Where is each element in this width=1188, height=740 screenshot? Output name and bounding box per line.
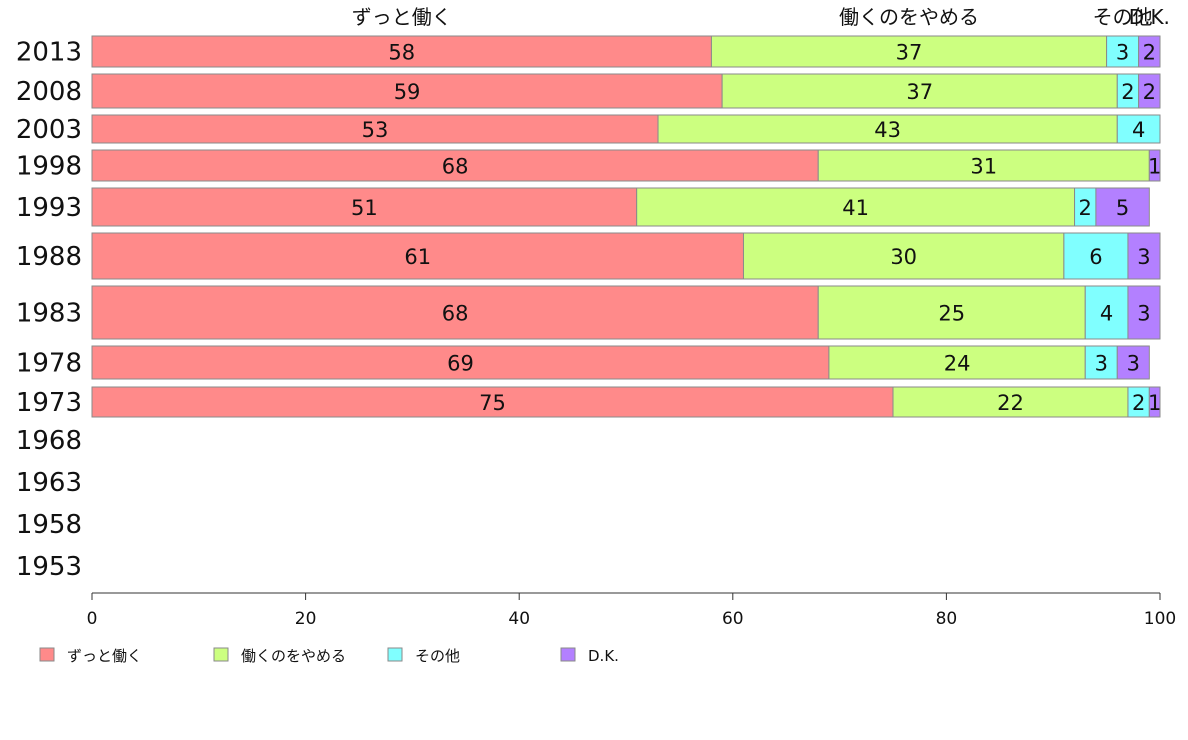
segment-value-label: 37 <box>896 41 923 65</box>
bar-segment <box>1127 232 1161 280</box>
segment-value-label: 51 <box>351 196 378 220</box>
category-label: 1988 <box>16 242 82 272</box>
segment-value-label: 43 <box>874 118 901 142</box>
segment-value-label: 75 <box>479 391 506 415</box>
legend-label: 働くのをやめる <box>241 647 346 665</box>
legend-label: D.K. <box>588 647 619 665</box>
x-tick-label: 60 <box>722 609 744 629</box>
segment-value-label: 3 <box>1095 352 1108 376</box>
bar-segment <box>1127 285 1161 340</box>
segment-value-label: 37 <box>906 80 933 104</box>
bar-segment <box>817 149 1150 182</box>
bar-segment <box>721 73 1118 109</box>
segment-value-label: 4 <box>1132 118 1145 142</box>
segment-value-label: 22 <box>997 391 1024 415</box>
bar-segment <box>1116 114 1161 144</box>
x-tick-label: 0 <box>87 609 98 629</box>
bar-segment <box>91 149 819 182</box>
segment-value-label: 25 <box>938 302 965 326</box>
bar-segment <box>892 386 1129 418</box>
segment-value-label: 68 <box>442 302 469 326</box>
segment-value-label: 3 <box>1127 352 1140 376</box>
category-label: 1983 <box>16 299 82 329</box>
segment-value-label: 6 <box>1089 245 1102 269</box>
segment-value-label: 3 <box>1116 41 1129 65</box>
category-label: 1993 <box>16 193 82 223</box>
bar-segment <box>1148 386 1161 418</box>
legend-swatch <box>39 647 55 662</box>
x-tick-label: 80 <box>936 609 958 629</box>
top-series-label: D.K. <box>1129 5 1170 29</box>
segment-value-label: 2 <box>1121 80 1134 104</box>
bar-segment <box>742 232 1065 280</box>
category-label: 1978 <box>16 349 82 379</box>
x-tick-label: 20 <box>295 609 317 629</box>
segment-value-label: 1 <box>1148 155 1161 179</box>
category-label: 2008 <box>16 77 82 107</box>
bar-segment <box>91 35 712 68</box>
bar-segment <box>817 285 1086 340</box>
segment-value-label: 68 <box>442 155 469 179</box>
category-label: 1998 <box>16 152 82 182</box>
category-label: 2013 <box>16 38 82 68</box>
top-series-label: 働くのをやめる <box>839 5 979 29</box>
segment-value-label: 24 <box>944 352 971 376</box>
legend-swatch <box>387 647 403 662</box>
bar-segment <box>828 345 1086 380</box>
bar-segment <box>657 114 1118 144</box>
bar-segment <box>710 35 1108 68</box>
category-label: 1958 <box>16 510 82 540</box>
bar-segment <box>1106 35 1140 68</box>
bar-segment <box>91 232 744 280</box>
legend-swatch <box>560 647 576 662</box>
bar-segment <box>91 73 723 109</box>
segment-value-label: 30 <box>890 245 917 269</box>
segment-value-label: 31 <box>970 155 997 179</box>
bar-segment <box>91 386 894 418</box>
segment-value-label: 59 <box>394 80 421 104</box>
legend-swatch <box>213 647 229 662</box>
segment-value-label: 3 <box>1137 302 1150 326</box>
segment-value-label: 61 <box>404 245 431 269</box>
segment-value-label: 3 <box>1137 245 1150 269</box>
legend-label: その他 <box>415 647 460 665</box>
bar-segment <box>636 187 1076 227</box>
category-label: 2003 <box>16 115 82 145</box>
legend-label: ずっと働く <box>67 647 142 665</box>
category-label: 1968 <box>16 426 82 456</box>
x-tick-label: 40 <box>508 609 530 629</box>
segment-value-label: 41 <box>842 196 869 220</box>
segment-value-label: 4 <box>1100 302 1113 326</box>
bar-segment <box>91 114 659 144</box>
x-tick-label: 100 <box>1144 609 1176 629</box>
bar-segment <box>1138 35 1161 68</box>
bar-segment <box>1063 232 1129 280</box>
category-label: 1973 <box>16 388 82 418</box>
segment-value-label: 5 <box>1116 196 1129 220</box>
bar-segment <box>1116 345 1150 380</box>
bar-segment <box>1084 285 1129 340</box>
segment-value-label: 2 <box>1143 41 1156 65</box>
bar-segment <box>91 345 830 380</box>
bar-segment <box>1138 73 1161 109</box>
segment-value-label: 69 <box>447 352 474 376</box>
bar-segment <box>1148 149 1161 182</box>
top-series-label: その他 <box>1093 5 1153 29</box>
segment-value-label: 2 <box>1079 196 1092 220</box>
bar-segment <box>1095 187 1150 227</box>
segment-value-label: 1 <box>1148 391 1161 415</box>
category-label: 1963 <box>16 468 82 498</box>
segment-value-label: 2 <box>1132 391 1145 415</box>
category-label: 1953 <box>16 552 82 582</box>
bar-segment <box>91 187 638 227</box>
bar-segment <box>91 285 819 340</box>
segment-value-label: 2 <box>1143 80 1156 104</box>
segment-value-label: 53 <box>362 118 389 142</box>
segment-value-label: 58 <box>388 41 415 65</box>
top-series-label: ずっと働く <box>352 5 452 29</box>
bar-segment <box>1084 345 1118 380</box>
